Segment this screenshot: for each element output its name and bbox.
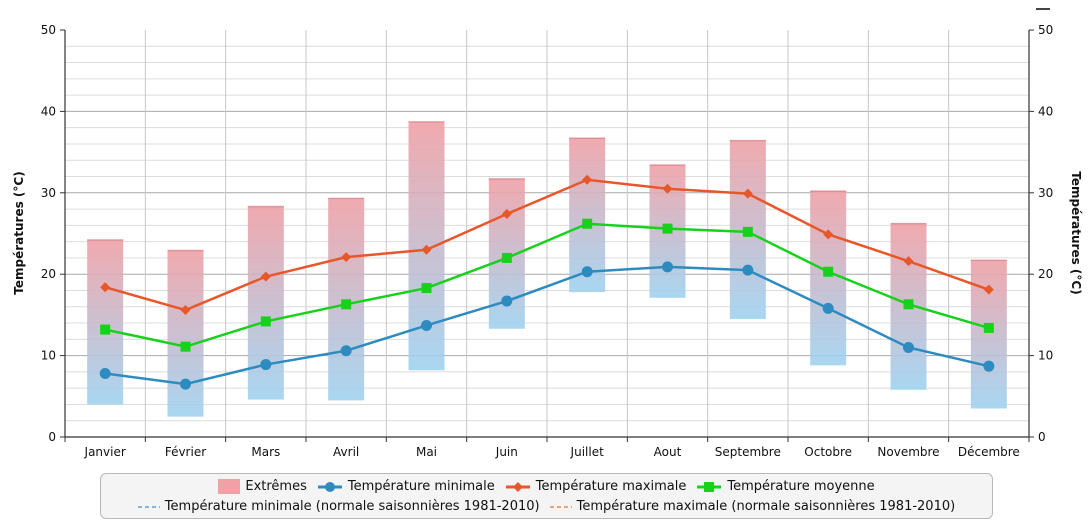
marker-max-point	[662, 183, 673, 194]
legend-item-normal-min[interactable]: Température minimale (normale saisonnièr…	[137, 499, 540, 514]
series-lines	[99, 174, 995, 390]
marker-min-point	[662, 261, 673, 273]
series-line-0	[105, 265, 990, 386]
x-tick-label: Janvier	[84, 445, 126, 459]
window-corner-mark	[1036, 2, 1050, 10]
marker-min-point	[421, 319, 432, 331]
marker-min-point	[903, 341, 914, 353]
legend-label-normal-min: Température minimale (normale saisonnièr…	[164, 499, 540, 514]
marker-mean-point	[421, 283, 432, 294]
marker-min-point	[260, 359, 272, 371]
y-tick-label-left: 20	[41, 267, 56, 281]
marker-max-point	[903, 256, 914, 267]
gridlines	[65, 30, 1029, 437]
dashed-line-blue-icon	[137, 505, 160, 508]
marker-min-point	[340, 345, 352, 357]
marker-max-point	[100, 282, 111, 293]
extremes-bar	[87, 239, 124, 405]
marker-max-point	[983, 284, 994, 295]
y-tick-label-left: 0	[48, 430, 56, 444]
y-tick-label-left: 30	[41, 186, 56, 200]
marker-max-point	[421, 244, 432, 255]
extremes-swatch-icon	[218, 479, 241, 494]
legend-label-normal-max: Température maximale (normale saisonnièr…	[576, 499, 956, 514]
x-tick-label: Mai	[416, 445, 437, 459]
marker-min-point	[501, 295, 513, 307]
marker-max-point	[260, 271, 271, 282]
x-tick-label: Février	[165, 445, 206, 459]
y-tick-label-right: 30	[1038, 186, 1053, 200]
series-line-2	[104, 222, 990, 348]
marker-mean-point	[582, 218, 593, 229]
y-axis-title-left: Températures (°C)	[12, 171, 26, 294]
y-tick-label-right: 40	[1038, 104, 1053, 118]
y-tick-label-left: 50	[41, 23, 56, 37]
legend-row-series: Extrêmes Température minimale Températur…	[101, 479, 992, 494]
legend-item-min[interactable]: Température minimale	[317, 479, 495, 494]
marker-mean-point	[180, 341, 191, 352]
y-tick-label-right: 10	[1038, 349, 1053, 363]
marker-mean-point	[501, 252, 512, 263]
legend-item-normal-max[interactable]: Température maximale (normale saisonnièr…	[549, 499, 956, 514]
extremes-bar	[328, 197, 365, 401]
min-line-circle-icon	[317, 481, 342, 492]
temperature-chart: 0 0 10 10 20 20 30 30 40 40 50 50 Janvier Février Mars…	[12, 23, 1083, 459]
legend-label-max: Température maximale	[535, 479, 687, 494]
x-tick-label: Décembre	[958, 445, 1020, 459]
y-tick-label-left: 40	[41, 104, 56, 118]
y-tick-label-left: 10	[41, 349, 56, 363]
marker-min-point	[180, 378, 191, 390]
marker-min-point	[983, 360, 995, 372]
x-tick-label: Avril	[333, 445, 359, 459]
y-tick-label-right: 50	[1038, 23, 1053, 37]
legend-label-extremes: Extrêmes	[245, 479, 307, 494]
marker-mean-point	[903, 299, 914, 310]
y-tick-label-right: 20	[1038, 267, 1053, 281]
x-tick-label: Aout	[654, 445, 682, 459]
max-line-diamond-icon	[505, 481, 530, 492]
x-tick-label: Juillet	[570, 445, 605, 459]
axes: 0 0 10 10 20 20 30 30 40 40 50 50 Janvier Février Mars…	[41, 23, 1054, 459]
marker-mean-point	[983, 322, 994, 333]
marker-mean-point	[662, 223, 673, 234]
legend-item-max[interactable]: Température maximale	[505, 479, 687, 494]
legend-row-normals: Température minimale (normale saisonnièr…	[101, 499, 992, 514]
y-tick-label-right: 0	[1038, 430, 1046, 444]
marker-min-point	[99, 368, 111, 380]
marker-mean-point	[341, 299, 352, 310]
series-line-1	[104, 178, 990, 312]
y-axis-title-right: Températures (°C)	[1069, 171, 1083, 294]
marker-mean-point	[742, 226, 753, 237]
marker-mean-point	[260, 316, 271, 327]
marker-mean-point	[100, 324, 111, 335]
legend-label-min: Température minimale	[347, 479, 495, 494]
marker-min-point	[822, 302, 834, 314]
x-tick-label: Octobre	[804, 445, 852, 459]
extremes-bar	[970, 259, 1007, 409]
legend-item-extremes[interactable]: Extrêmes	[218, 479, 307, 494]
marker-mean-point	[823, 266, 834, 277]
chart-legend: Extrêmes Température minimale Températur…	[100, 473, 993, 519]
marker-max-point	[582, 174, 593, 185]
x-tick-label: Novembre	[877, 445, 939, 459]
extremes-bar	[167, 249, 204, 417]
dashed-line-orange-icon	[549, 505, 572, 508]
marker-max-point	[823, 229, 834, 240]
legend-item-mean[interactable]: Température moyenne	[696, 479, 875, 494]
marker-max-point	[742, 188, 753, 199]
x-tick-label: Mars	[251, 445, 280, 459]
marker-max-point	[180, 305, 191, 316]
x-tick-label: Septembre	[715, 445, 781, 459]
marker-min-point	[581, 266, 593, 278]
marker-max-point	[501, 208, 512, 219]
marker-max-point	[341, 252, 352, 263]
extremes-bar	[247, 205, 284, 400]
legend-label-mean: Température moyenne	[727, 479, 875, 494]
marker-min-point	[742, 264, 754, 276]
x-tick-label: Juin	[495, 445, 518, 459]
mean-line-square-icon	[697, 481, 722, 492]
